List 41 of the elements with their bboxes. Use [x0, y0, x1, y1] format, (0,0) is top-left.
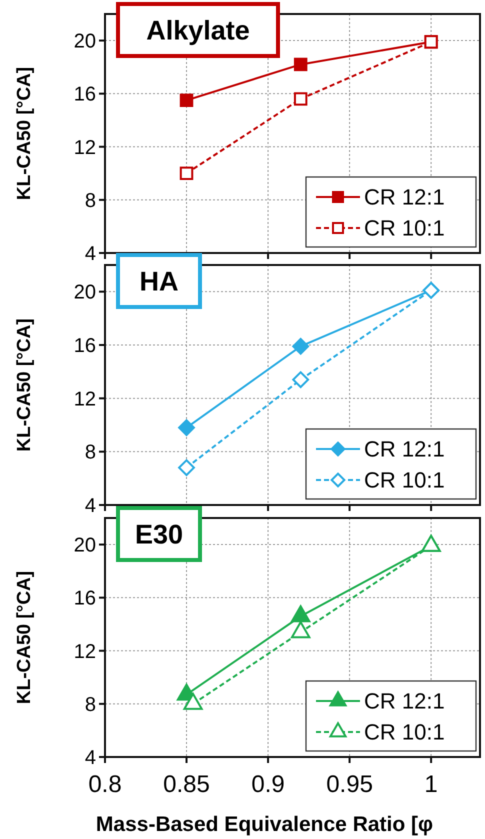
- point: [292, 371, 310, 388]
- y-tick-label: 8: [84, 694, 96, 716]
- y-tick-label: 8: [84, 442, 96, 464]
- point: [292, 338, 310, 355]
- y-tick-label: 16: [74, 335, 96, 357]
- point: [178, 419, 195, 436]
- y-tick-label: 12: [74, 388, 96, 410]
- y-tick-label: 4: [84, 747, 96, 769]
- y-tick-label: 16: [74, 84, 96, 106]
- x-tick-label: 0.85: [163, 771, 210, 798]
- y-axis-title: KL-CA50 [°CA]: [14, 66, 35, 200]
- point: [294, 58, 308, 72]
- point: [178, 459, 195, 476]
- x-axis-title: Mass-Based Equivalence Ratio [φ: [96, 813, 434, 836]
- chart-title: E30: [134, 519, 184, 550]
- y-tick-label: 20: [74, 30, 96, 53]
- y-axis-title: KL-CA50 [°CA]: [14, 318, 35, 452]
- y-tick-label: 8: [84, 190, 96, 212]
- x-tick-label: 0.9: [251, 771, 285, 798]
- chart-title: Alkylate: [146, 15, 250, 46]
- y-tick-label: 12: [74, 640, 96, 663]
- point: [180, 166, 194, 180]
- chart-title: HA: [140, 266, 178, 296]
- x-tick-label: 1: [424, 771, 438, 798]
- y-tick-label: 12: [74, 136, 96, 159]
- y-tick-label: 16: [74, 588, 96, 610]
- y-tick-label: 4: [84, 495, 96, 517]
- y-tick-label: 20: [74, 534, 96, 557]
- x-tick-label: 0.8: [88, 771, 122, 798]
- point: [294, 92, 308, 106]
- legend-label: CR 10:1: [364, 468, 445, 493]
- point: [180, 94, 194, 108]
- legend-label: CR 12:1: [364, 436, 445, 462]
- x-tick-label: 0.95: [326, 771, 373, 798]
- y-tick-label: 20: [74, 282, 96, 304]
- legend-label: CR 10:1: [364, 720, 445, 745]
- legend-label: CR 10:1: [364, 216, 445, 241]
- y-tick-label: 4: [84, 243, 96, 265]
- y-axis-title: KL-CA50 [°CA]: [14, 570, 35, 704]
- legend-label: CR 12:1: [364, 184, 445, 210]
- legend-label: CR 12:1: [364, 688, 445, 714]
